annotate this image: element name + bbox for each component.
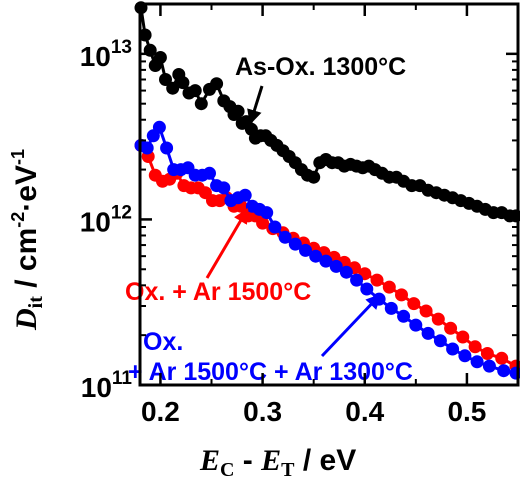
- data-point-series-2: [446, 342, 460, 356]
- x-axis-title-sub2: T: [281, 459, 295, 481]
- y-axis-title: Dit / cm-2·eV-1: [8, 149, 47, 331]
- data-point-series-2: [278, 230, 292, 244]
- data-point-series-2: [160, 141, 174, 155]
- annotation-as-ox: As-Ox. 1300°C: [235, 53, 406, 81]
- y-axis-title-exp2: -1: [8, 149, 28, 165]
- x-axis-title-main: E: [199, 444, 220, 477]
- data-point-series-2: [433, 334, 447, 348]
- data-point-series-2: [140, 141, 154, 155]
- y-axis-title-sub: it: [25, 296, 47, 309]
- y-tick-label: 1011: [81, 368, 133, 403]
- data-point-series-2: [329, 259, 343, 273]
- data-point-series-0: [176, 76, 190, 90]
- data-point-series-2: [299, 243, 312, 257]
- y-axis-title-dot: ·eV: [10, 165, 43, 212]
- x-tick-label: 0.4: [345, 396, 384, 427]
- data-point-series-1: [382, 280, 396, 294]
- x-axis-title-mid: -: [234, 444, 261, 477]
- axis-titles: EC - ET / eV Dit / cm-2·eV-1: [8, 149, 356, 481]
- annotation-ox-ar1500-ar1300-arrow: [320, 293, 382, 358]
- plot-frame: [138, 2, 520, 387]
- annotation-ox-ar1500-ar1300-line1: Ox.: [143, 328, 183, 356]
- data-point-series-1: [370, 273, 384, 287]
- data-point-series-2: [260, 206, 274, 220]
- data-point-series-2: [350, 273, 364, 287]
- data-point-series-0: [194, 97, 208, 111]
- data-point-series-0: [159, 73, 172, 86]
- data-point-series-1: [468, 340, 482, 354]
- x-tick-label: 0.2: [141, 396, 180, 427]
- x-axis-title: EC - ET / eV: [199, 444, 356, 481]
- data-point-series-2: [421, 326, 435, 340]
- tick-layer: 0.2 0.3 0.4 0.5 1011 1012 1013: [80, 3, 519, 427]
- data-point-series-2: [360, 282, 374, 296]
- data-point-series-0: [210, 77, 224, 91]
- data-point-series-1: [395, 288, 408, 302]
- data-point-series-2: [384, 301, 398, 315]
- data-point-series-2: [217, 181, 231, 195]
- data-point-series-0: [307, 170, 321, 184]
- x-axis-title-sub1: C: [220, 459, 234, 481]
- data-point-series-2: [152, 120, 166, 134]
- data-point-series-0: [153, 51, 167, 64]
- data-point-series-2: [319, 254, 333, 268]
- annotation-layer: As-Ox. 1300°C Ox. + Ar 1500°C Ox. + Ar 1…: [125, 53, 413, 386]
- data-point-series-1: [495, 351, 509, 365]
- data-point-series-2: [339, 265, 353, 279]
- x-tick-label: 0.3: [243, 396, 282, 427]
- data-point-series-1: [480, 347, 494, 360]
- data-point-series-1: [456, 330, 470, 344]
- y-axis-title-exp1: -2: [8, 212, 28, 228]
- data-point-series-2: [203, 166, 216, 180]
- data-point-series-2: [288, 237, 302, 251]
- data-point-series-0: [166, 81, 180, 95]
- data-point-series-1: [431, 312, 445, 326]
- data-point-series-0: [138, 28, 152, 42]
- y-axis-title-main: D: [10, 308, 43, 331]
- annotation-as-ox-arrow: [247, 85, 264, 125]
- data-point-series-2: [309, 249, 323, 263]
- annotation-ox-ar1500-arrow: [205, 208, 249, 279]
- y-tick-label: 1013: [80, 37, 132, 72]
- data-point-series-0: [231, 104, 245, 118]
- data-point-series-1: [444, 321, 458, 335]
- data-point-series-2: [482, 359, 496, 373]
- y-tick-label: 1012: [80, 202, 132, 237]
- data-point-series-2: [497, 364, 511, 378]
- series-layer: [134, 1, 520, 380]
- data-point-series-1: [407, 297, 421, 311]
- data-point-series-2: [409, 318, 423, 332]
- annotation-ox-ar1500-ar1300-line2: + Ar 1500°C + Ar 1300°C: [128, 358, 413, 386]
- data-point-series-2: [238, 188, 252, 202]
- x-axis-title-unit: / eV: [295, 444, 357, 477]
- y-axis-title-unit-pre: / cm: [10, 228, 43, 296]
- data-point-series-0: [188, 84, 202, 98]
- data-point-series-2: [268, 220, 282, 234]
- annotation-ox-ar1500: Ox. + Ar 1500°C: [125, 278, 311, 306]
- x-axis-title-main2: E: [260, 444, 281, 477]
- data-point-series-1: [256, 216, 270, 230]
- data-point-series-1: [419, 304, 433, 318]
- data-point-series-2: [470, 355, 484, 369]
- data-point-series-2: [397, 309, 411, 323]
- data-point-series-2: [458, 349, 472, 363]
- x-tick-label: 0.5: [447, 396, 486, 427]
